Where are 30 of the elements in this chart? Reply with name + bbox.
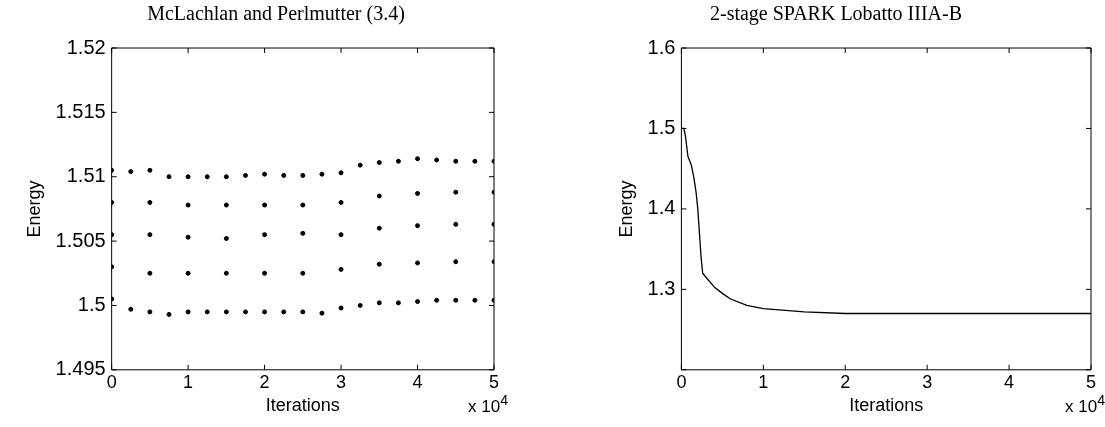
y-tick-label: 1.495 (55, 357, 106, 380)
x-tick-label: 0 (676, 371, 687, 392)
x-axis-title: Iterations (265, 395, 340, 416)
x-tick-label: 2 (840, 371, 851, 392)
y-tick-label: 1.5 (77, 292, 106, 315)
y-tick-label: 1.6 (647, 35, 676, 58)
x-tick-label: 3 (922, 371, 933, 392)
x-tick-label: 0 (106, 371, 117, 392)
y-axis-title: Energy (23, 180, 44, 238)
x-tick-label: 5 (488, 371, 500, 392)
chart-title: 2-stage SPARK Lobatto IIIA-B (709, 2, 963, 25)
y-tick-label: 1.52 (66, 35, 106, 58)
y-tick-label: 1.505 (55, 228, 106, 251)
y-tick-label: 1.515 (55, 99, 106, 122)
y-tick-label: 1.3 (647, 276, 676, 299)
text: x 10$^{4}$ (468, 392, 509, 417)
chart-title: McLachlan and Perlmutter (3.4) (146, 2, 406, 25)
y-tick-label: 1.5 (647, 115, 676, 138)
x-axis-title: Iterations (849, 395, 924, 416)
x-tick-label: 3 (336, 371, 347, 392)
x-tick-label: 1 (758, 371, 769, 392)
y-axis-title: Energy (615, 180, 636, 238)
x-tick-label: 1 (183, 371, 194, 392)
x-tick-label: 4 (412, 371, 423, 392)
x-tick-label: 5 (1085, 371, 1097, 392)
y-tick-label: 1.51 (66, 164, 106, 187)
y-tick-label: 1.4 (647, 196, 676, 219)
x-tick-label: 4 (1004, 371, 1015, 392)
x-tick-label: 2 (259, 371, 270, 392)
text: x 10$^{4}$ (1065, 392, 1105, 417)
